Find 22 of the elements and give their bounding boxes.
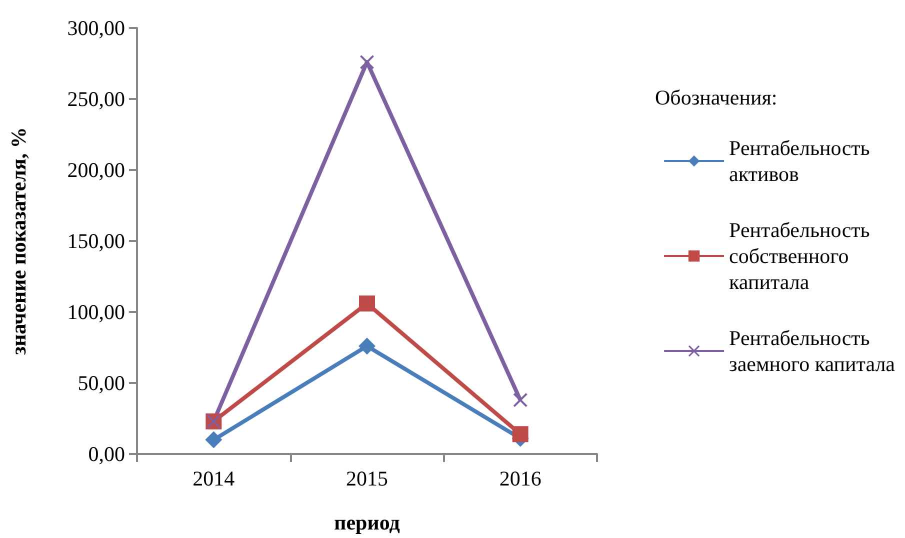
legend-label: Рентабельность собственного капитала: [729, 218, 870, 294]
point: [359, 295, 375, 312]
x-tick-label: 2016: [499, 466, 542, 490]
point: [512, 426, 528, 442]
y-tick-label: 200,00: [67, 158, 125, 182]
y-tick-label: 0,00: [88, 442, 125, 466]
legend-label: Рентабельность заемного капитала: [729, 326, 896, 376]
legend-title: Обозначения:: [655, 86, 778, 110]
point: [358, 338, 376, 355]
legend-label: Рентабельность активов: [729, 136, 870, 186]
y-tick-label: 150,00: [67, 229, 125, 253]
point: [360, 55, 374, 70]
x-tick-label: 2014: [192, 466, 236, 490]
point: [205, 431, 222, 448]
y-tick-label: 250,00: [67, 87, 125, 111]
point: [513, 393, 528, 408]
y-tick-label: 300,00: [67, 16, 125, 40]
y-axis-title: значение показателя, %: [6, 127, 30, 355]
y-tick-label: 50,00: [78, 371, 125, 395]
x-tick-label: 2015: [346, 466, 388, 490]
x-axis-title: период: [334, 510, 400, 534]
y-tick-label: 100,00: [67, 300, 125, 324]
